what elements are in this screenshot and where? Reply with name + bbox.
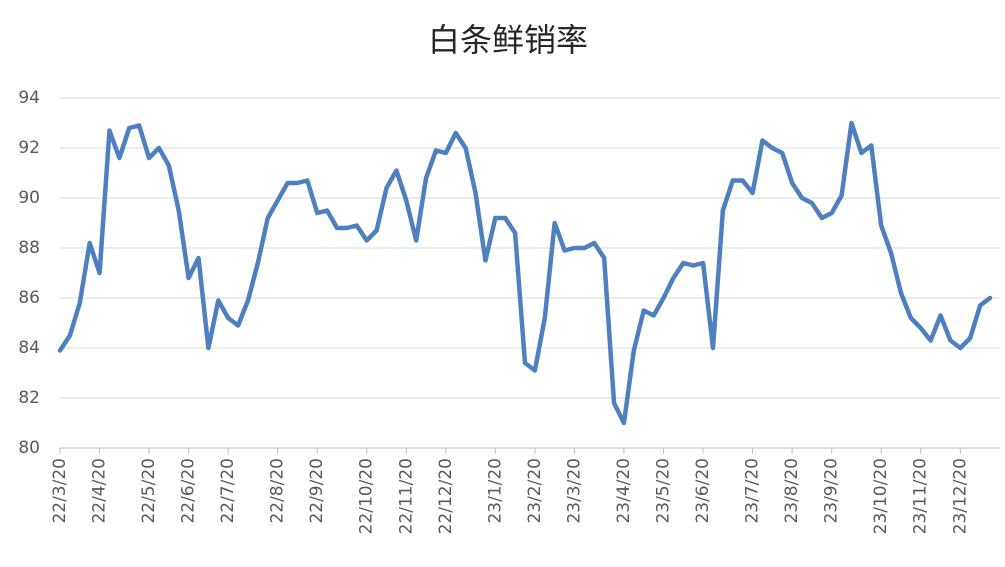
y-tick-label: 82 (18, 388, 40, 408)
chart-title: 白条鲜销率 (428, 21, 588, 59)
x-tick-label: 23/10/20 (871, 458, 891, 534)
x-tick-label: 23/1/20 (485, 458, 505, 524)
x-tick-label: 22/5/20 (139, 458, 159, 524)
x-tick-label: 23/3/20 (564, 458, 584, 524)
x-tick-label: 23/7/20 (743, 458, 763, 524)
x-tick-label: 22/10/20 (357, 458, 377, 534)
x-tick-label: 22/12/20 (436, 458, 456, 534)
data-line (57, 120, 993, 426)
x-tick-label: 22/6/20 (179, 458, 199, 524)
x-tick-label: 23/5/20 (654, 458, 674, 524)
x-tick-label: 23/2/20 (525, 458, 545, 524)
x-tick-label: 23/12/20 (950, 458, 970, 534)
x-tick-label: 23/11/20 (911, 458, 931, 534)
x-tick-label: 23/8/20 (782, 458, 802, 524)
x-tick-label: 23/6/20 (693, 458, 713, 524)
y-tick-label: 84 (18, 338, 40, 358)
x-tick-label: 23/4/20 (614, 458, 634, 524)
y-tick-label: 92 (18, 138, 40, 158)
x-tick-label: 22/11/20 (396, 458, 416, 534)
x-tick-label: 22/8/20 (268, 458, 288, 524)
y-tick-label: 86 (18, 288, 40, 308)
y-tick-label: 90 (18, 188, 40, 208)
x-tick-label: 22/4/20 (90, 458, 110, 524)
y-tick-label: 80 (18, 438, 40, 458)
y-tick-label: 88 (18, 238, 40, 258)
x-tick-label: 22/3/20 (50, 458, 70, 524)
x-tick-label: 22/9/20 (307, 458, 327, 524)
x-tick-label: 22/7/20 (218, 458, 238, 524)
x-tick-label: 23/9/20 (822, 458, 842, 524)
y-tick-label: 94 (18, 88, 40, 108)
